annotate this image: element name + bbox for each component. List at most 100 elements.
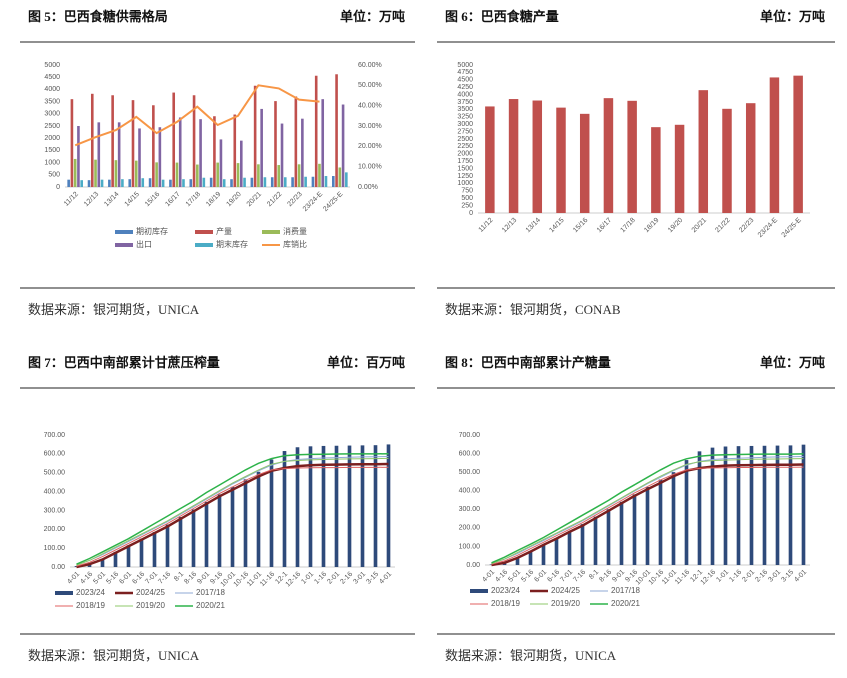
bar	[250, 177, 254, 187]
legend-swatch	[115, 230, 133, 234]
bar	[253, 85, 257, 187]
y-tick-label: 1250	[457, 173, 473, 180]
bar	[515, 557, 520, 565]
bar	[304, 176, 307, 187]
bar	[148, 178, 152, 187]
legend-label: 2020/21	[196, 601, 225, 610]
bar	[801, 444, 806, 565]
bar	[528, 551, 533, 565]
bar	[121, 179, 124, 187]
bar	[131, 100, 135, 187]
x-tick-label: 21/22	[714, 217, 731, 234]
line-series	[491, 463, 804, 567]
bar	[386, 444, 391, 567]
bar	[204, 501, 209, 567]
x-tick-label: 20/21	[246, 191, 263, 208]
x-tick-label: 7-01	[559, 569, 574, 584]
bar	[749, 445, 754, 565]
bar	[175, 162, 179, 187]
x-tick-label: 16/17	[164, 191, 181, 208]
bar	[87, 180, 91, 187]
x-tick-label: 7-01	[144, 571, 159, 586]
x-tick-label: 5-01	[92, 571, 107, 586]
bar	[217, 494, 222, 567]
bar	[108, 179, 111, 187]
x-tick-label: 23/24-E	[757, 217, 780, 240]
y2-tick-label: 0.00%	[358, 184, 378, 191]
bar	[554, 538, 559, 565]
bar	[230, 486, 235, 567]
x-tick-label: 23/24-E	[302, 191, 325, 214]
x-tick-label: 3-01	[767, 569, 782, 584]
x-tick-label: 22/23	[738, 217, 755, 234]
line-series	[76, 452, 389, 565]
bar	[182, 179, 185, 187]
y-tick-label: 100.00	[44, 545, 66, 552]
bar	[532, 100, 543, 213]
x-tick-label: 20/21	[691, 217, 708, 234]
bar	[80, 180, 83, 187]
bar	[158, 127, 162, 187]
y-tick-label: 3500	[44, 98, 60, 105]
legend-label: 2023/24	[76, 588, 105, 597]
bar	[263, 177, 267, 187]
x-tick-label: 12-16	[700, 569, 718, 587]
x-tick-label: 24/25-E	[322, 191, 345, 214]
line-series	[491, 453, 804, 564]
y-tick-label: 2000	[44, 135, 60, 142]
y-tick-label: 1000	[457, 180, 473, 187]
legend-label: 2020/21	[611, 599, 640, 608]
panel-unit: 单位：万吨	[340, 9, 405, 24]
bar	[360, 445, 365, 567]
bar	[117, 122, 121, 187]
y-tick-label: 2750	[457, 128, 473, 135]
x-tick-label: 4-16	[79, 571, 94, 586]
x-tick-label: 1-01	[715, 569, 730, 584]
bar	[222, 179, 226, 187]
bar	[139, 538, 144, 567]
y2-tick-label: 30.00%	[358, 123, 382, 130]
bar	[152, 532, 157, 567]
x-tick-label: 1-16	[728, 569, 743, 584]
y-tick-label: 4250	[457, 84, 473, 91]
bar	[627, 100, 637, 213]
source-text: 数据来源：银河期货，CONAB	[445, 302, 621, 317]
y-tick-label: 5000	[44, 62, 60, 69]
bar	[645, 487, 650, 565]
bar	[769, 77, 780, 213]
y-tick-label: 400.00	[459, 488, 481, 495]
bar	[321, 445, 326, 567]
y-tick-label: 4000	[457, 91, 473, 98]
legend-swatch	[262, 230, 280, 234]
legend-label: 2024/25	[551, 586, 580, 595]
bar	[155, 162, 158, 187]
x-tick-label: 9-01	[196, 571, 211, 586]
x-tick-label: 16/17	[596, 217, 613, 234]
x-tick-label: 12-16	[285, 571, 303, 589]
bar	[710, 447, 715, 565]
bar	[233, 114, 237, 187]
bar	[697, 451, 702, 565]
bar	[138, 128, 141, 187]
bar	[658, 479, 663, 565]
line-series	[76, 462, 389, 569]
bar	[141, 178, 145, 187]
x-tick-label: 13/14	[103, 191, 120, 208]
bar	[294, 96, 298, 187]
x-tick-label: 8-16	[598, 569, 613, 584]
bar	[77, 126, 80, 187]
x-tick-label: 15/16	[144, 191, 161, 208]
bar	[334, 445, 339, 567]
y-tick-label: 500.00	[44, 470, 66, 477]
x-tick-label: 5-16	[520, 569, 535, 584]
line-series	[491, 466, 804, 565]
bar	[793, 75, 803, 213]
x-tick-label: 5-01	[507, 569, 522, 584]
bar	[297, 164, 301, 187]
bar	[230, 179, 233, 187]
bar	[318, 163, 321, 187]
bar	[308, 446, 313, 567]
bar	[698, 90, 709, 213]
legend-swatch	[55, 591, 73, 595]
x-tick-label: 7-16	[157, 571, 172, 586]
